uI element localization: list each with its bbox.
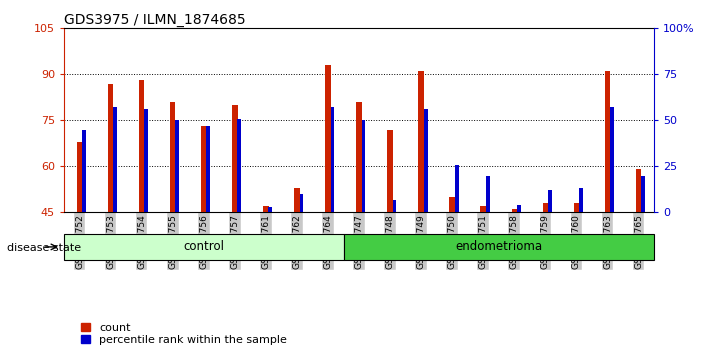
Bar <box>605 71 610 212</box>
Bar <box>641 176 645 212</box>
Bar <box>486 176 490 212</box>
Bar <box>362 120 365 212</box>
Bar <box>511 209 517 212</box>
Text: control: control <box>183 240 224 253</box>
Bar <box>356 102 362 212</box>
Bar <box>176 120 179 212</box>
Bar <box>206 126 210 212</box>
Bar <box>343 234 654 260</box>
Bar <box>144 109 148 212</box>
Bar <box>237 119 241 212</box>
Bar <box>418 71 424 212</box>
Bar <box>542 203 548 212</box>
Bar <box>387 130 393 212</box>
Bar <box>610 108 614 212</box>
Bar <box>139 80 144 212</box>
Bar <box>424 109 427 212</box>
Bar <box>455 165 459 212</box>
Bar <box>82 130 86 212</box>
Bar <box>170 102 176 212</box>
Bar <box>517 205 520 212</box>
Bar <box>392 200 397 212</box>
Bar <box>548 190 552 212</box>
Bar <box>481 206 486 212</box>
Bar <box>331 108 334 212</box>
Bar <box>325 65 331 212</box>
Bar <box>579 188 583 212</box>
Bar <box>269 207 272 212</box>
Bar <box>108 84 113 212</box>
Bar <box>263 206 269 212</box>
Bar <box>574 203 579 212</box>
Bar <box>232 105 237 212</box>
Bar <box>201 126 207 212</box>
Text: endometrioma: endometrioma <box>455 240 542 253</box>
Bar <box>299 194 304 212</box>
Bar <box>113 108 117 212</box>
Bar <box>77 142 82 212</box>
Bar <box>636 170 641 212</box>
Text: disease state: disease state <box>7 243 81 253</box>
Text: GDS3975 / ILMN_1874685: GDS3975 / ILMN_1874685 <box>64 13 245 27</box>
Bar <box>64 234 343 260</box>
Bar <box>449 197 455 212</box>
Legend: count, percentile rank within the sample: count, percentile rank within the sample <box>81 323 287 345</box>
Bar <box>294 188 300 212</box>
